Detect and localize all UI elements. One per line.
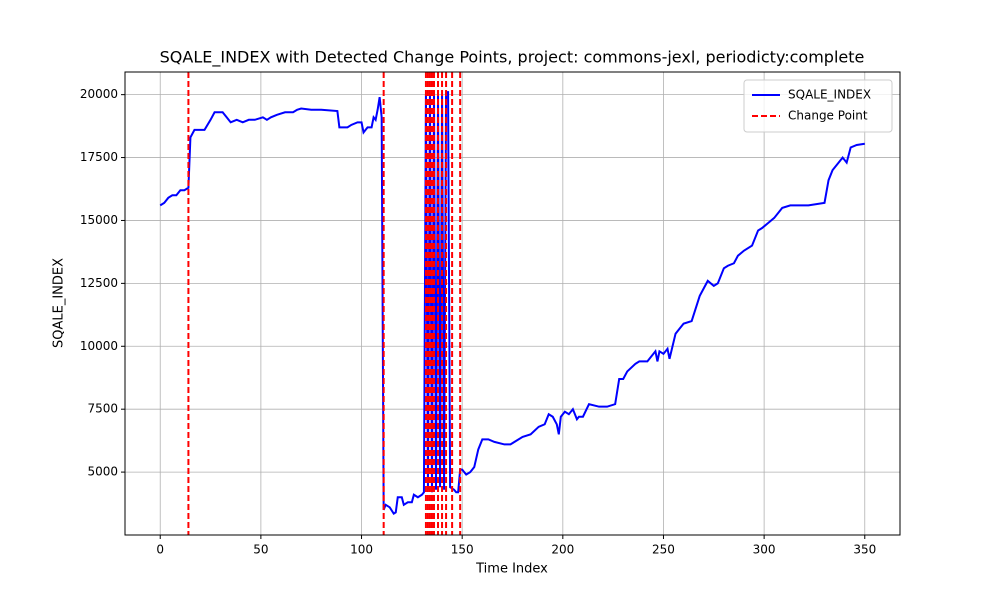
y-tick-label: 7500: [87, 402, 118, 416]
x-tick-label: 150: [451, 543, 474, 557]
x-tick-label: 50: [253, 543, 268, 557]
y-tick-label: 15000: [80, 213, 118, 227]
y-tick-label: 20000: [80, 87, 118, 101]
y-tick-label: 17500: [80, 150, 118, 164]
legend-box: [743, 79, 893, 133]
x-tick-label: 100: [350, 543, 373, 557]
x-tick-label: 250: [652, 543, 675, 557]
x-tick-label: 300: [753, 543, 776, 557]
y-tick-label: 5000: [87, 465, 118, 479]
y-tick-label: 12500: [80, 276, 118, 290]
chart-title: SQALE_INDEX with Detected Change Points,…: [160, 48, 865, 68]
data-line: [159, 91, 865, 515]
x-tick-label: 200: [551, 543, 574, 557]
y-axis-label: SQALE_INDEX: [52, 258, 67, 348]
legend-label: SQALE_INDEX: [788, 88, 871, 102]
plot-frame: [124, 71, 901, 536]
legend-label: Change Point: [788, 109, 868, 123]
x-tick-label: 350: [853, 543, 876, 557]
x-tick-label: 0: [156, 543, 164, 557]
y-tick-label: 10000: [80, 339, 118, 353]
x-axis-label: Time Index: [475, 562, 548, 577]
